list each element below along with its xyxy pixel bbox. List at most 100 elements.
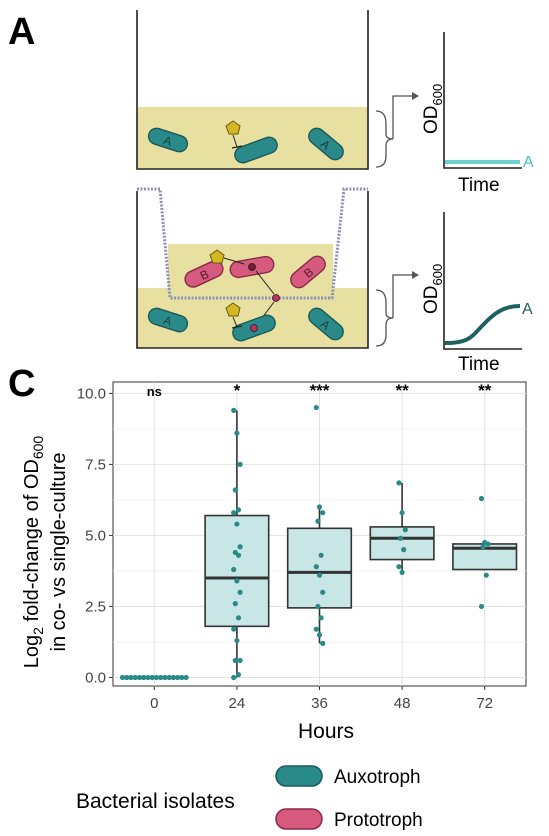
data-point <box>315 603 321 610</box>
od-axis-label: OD600 <box>421 264 445 314</box>
data-point <box>235 615 242 621</box>
arrow-top <box>392 95 412 139</box>
data-point <box>401 547 407 553</box>
data-point <box>478 603 485 610</box>
co-culture-beaker: B B A A <box>136 187 369 349</box>
data-point <box>231 626 237 632</box>
data-point <box>315 518 321 524</box>
data-point <box>235 672 242 678</box>
significance-label: ** <box>395 381 409 400</box>
legend-swatch-prototroph <box>275 808 323 830</box>
data-point <box>231 674 237 681</box>
data-point <box>320 589 326 595</box>
data-point <box>237 544 243 550</box>
od-axis-label: OD600 <box>421 84 445 134</box>
data-point <box>318 615 324 621</box>
legend-label-auxotroph: Auxotroph <box>334 767 421 788</box>
beaker-outline-bottom <box>136 191 369 349</box>
data-point <box>313 564 319 570</box>
data-point <box>235 507 242 513</box>
graph-axes <box>443 212 522 350</box>
data-point <box>399 510 405 516</box>
prototroph-cell: B <box>290 255 326 289</box>
data-point <box>175 674 181 681</box>
data-point <box>237 589 243 595</box>
data-point <box>232 487 238 493</box>
y-tick-label: 0.0 <box>85 669 106 686</box>
data-point <box>485 541 491 547</box>
significance-label: ** <box>478 381 492 400</box>
box <box>204 514 270 628</box>
sigmoid-growth-curve <box>444 304 521 345</box>
box <box>286 527 353 609</box>
y-tick-label: 2.5 <box>85 598 106 615</box>
data-point <box>119 674 126 681</box>
data-point <box>313 626 319 632</box>
time-axis-label: Time <box>458 354 500 375</box>
y-tick-label: 7.5 <box>85 456 106 473</box>
data-points <box>119 404 491 681</box>
y-tick-labels: 0.0 2.5 5.0 7.5 10.0 <box>77 385 113 686</box>
data-point <box>237 657 243 664</box>
boxplot-chart: ns * *** ** ** 0.02.55.07.510.0 0 24 36 48 72 Ho… <box>21 381 527 743</box>
data-point <box>132 674 138 681</box>
data-point <box>235 552 242 558</box>
x-tick-label: 24 <box>229 695 246 712</box>
data-point <box>166 674 172 681</box>
data-point <box>234 521 240 527</box>
data-point <box>232 657 238 664</box>
graph-axes <box>443 32 522 169</box>
data-point <box>234 637 240 644</box>
auxotroph-cell: A <box>147 127 189 153</box>
significance-labels: ns * *** ** ** <box>147 381 492 400</box>
bracket-bottom <box>375 289 394 347</box>
exchanged-metabolite <box>272 294 280 302</box>
box <box>369 526 435 561</box>
x-axis-label: Hours <box>298 720 354 743</box>
x-tick-label: 72 <box>476 695 493 712</box>
cell-label: A <box>162 133 174 149</box>
cell-label: A <box>162 313 174 329</box>
auxotroph-cell: A <box>147 307 189 333</box>
x-tick-label: 48 <box>394 695 411 712</box>
metabolite-molecule <box>209 249 225 264</box>
data-point <box>231 407 237 414</box>
beaker-outline-top <box>136 10 369 170</box>
data-point <box>320 510 326 516</box>
x-tick-label: 36 <box>311 695 328 712</box>
significance-label: *** <box>310 381 330 400</box>
data-point <box>231 566 237 573</box>
data-point <box>158 674 164 681</box>
curve-label: A <box>522 301 533 318</box>
panel-c-label: C <box>8 363 35 405</box>
data-point <box>153 674 160 681</box>
data-point <box>396 480 402 486</box>
single-culture-beaker: A A <box>136 10 369 170</box>
significance-label: ns <box>147 384 162 399</box>
x-tick-label: 0 <box>150 695 158 712</box>
data-point <box>179 674 185 681</box>
data-point <box>170 674 176 681</box>
legend: Bacterial isolates Auxotroph Prototroph <box>76 765 423 831</box>
arrow-bottom <box>392 274 412 318</box>
auxotroph-cell: A <box>308 307 344 341</box>
metabolite-molecule <box>225 120 241 135</box>
time-axis-label: Time <box>458 175 500 196</box>
data-point <box>183 674 189 681</box>
data-point <box>396 564 402 570</box>
data-point <box>316 632 323 638</box>
data-point <box>318 552 324 558</box>
significance-label: * <box>234 381 241 400</box>
data-point <box>232 601 238 607</box>
data-point <box>397 535 404 541</box>
data-point <box>136 674 143 681</box>
y-tick-label: 10.0 <box>77 385 106 402</box>
data-point <box>402 527 408 533</box>
data-point <box>316 504 323 510</box>
y-axis-label-line1: Log2 fold-change of OD600 <box>21 436 46 669</box>
growth-graph-single: A Time OD600 <box>421 32 534 196</box>
growth-graph-coculture: A Time OD600 <box>421 212 533 375</box>
auxotroph-cell <box>232 314 276 342</box>
prototroph-cell: B <box>184 260 224 288</box>
